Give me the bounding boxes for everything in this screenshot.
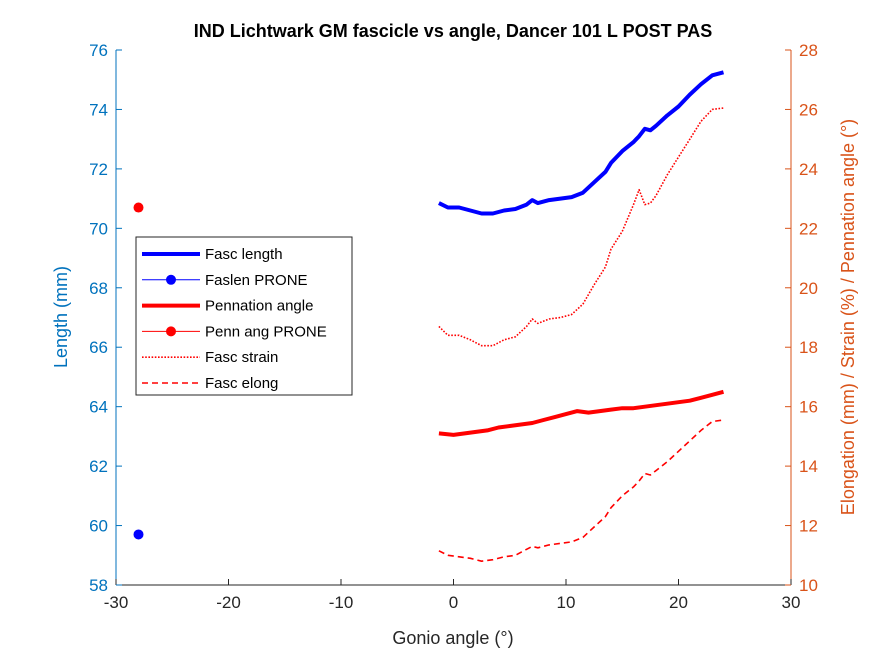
x-tick-label: -10	[329, 593, 354, 612]
y-right-tick-label: 20	[799, 279, 818, 298]
x-axis-label: Gonio angle (°)	[392, 628, 513, 648]
legend-marker-penn-ang-prone	[166, 326, 176, 337]
chart-title: IND Lichtwark GM fascicle vs angle, Danc…	[194, 21, 713, 41]
series-point-penn-ang-prone	[133, 202, 144, 213]
legend-label-pennation-angle: Pennation angle	[205, 298, 313, 315]
y-left-tick-label: 74	[89, 100, 108, 119]
legend: Fasc length Faslen PRONE Pennation angle Pe…	[135, 236, 353, 396]
y-left-tick-label: 76	[89, 41, 108, 60]
x-tick-label: 20	[669, 593, 688, 612]
y-right-tick-label: 10	[799, 576, 818, 595]
y-right-tick-label: 28	[799, 41, 818, 60]
y-left-tick-label: 58	[89, 576, 108, 595]
y-axis-left-label: Length (mm)	[51, 266, 71, 368]
series-layer	[133, 70, 725, 563]
y-right-tick-label: 18	[799, 338, 818, 357]
y-left-tick-label: 62	[89, 457, 108, 476]
y-left-tick-label: 64	[89, 398, 108, 417]
y-left-tick-label: 68	[89, 279, 108, 298]
legend-items: Fasc length Faslen PRONE Pennation angle Pe…	[142, 246, 327, 392]
y-left-tick-label: 66	[89, 338, 108, 357]
y-right-tick-label: 22	[799, 219, 818, 238]
legend-label-fasc-length: Fasc length	[205, 246, 283, 263]
y-left-tick-label: 70	[89, 219, 108, 238]
x-tick-label: -30	[104, 593, 129, 612]
series-line-pennation-angle	[438, 389, 725, 437]
y-right-tick-label: 14	[799, 457, 818, 476]
legend-label-fasc-elong: Fasc elong	[205, 375, 278, 392]
y-left-tick-label: 72	[89, 160, 108, 179]
legend-label-fasc-strain: Fasc strain	[205, 349, 278, 366]
y-left-tick-label: 60	[89, 517, 108, 536]
legend-label-faslen-prone: Faslen PRONE	[205, 272, 308, 289]
series-point-faslen-prone	[133, 529, 144, 540]
x-tick-label: 0	[449, 593, 458, 612]
legend-marker-faslen-prone	[166, 274, 176, 285]
y-right-tick-label: 12	[799, 517, 818, 536]
series-line-fasc-elong	[438, 419, 724, 563]
series-line-fasc-length	[438, 70, 725, 216]
y-right-tick-label: 16	[799, 398, 818, 417]
series-line-fasc-strain	[438, 107, 724, 347]
y-right-tick-label: 26	[799, 100, 818, 119]
y-axis-right-label: Elongation (mm) / Strain (%) / Pennation…	[838, 119, 858, 515]
x-tick-label: -20	[216, 593, 241, 612]
x-tick-label: 10	[557, 593, 576, 612]
legend-box	[135, 236, 353, 396]
axes-layer: -30 -20 -10 0 10 20 30 58 60 62 64 66 68 70 72 74 76 10 12…	[89, 41, 818, 612]
x-tick-label: 30	[782, 593, 801, 612]
legend-label-penn-ang-prone: Penn ang PRONE	[205, 323, 327, 340]
y-right-tick-label: 24	[799, 160, 818, 179]
